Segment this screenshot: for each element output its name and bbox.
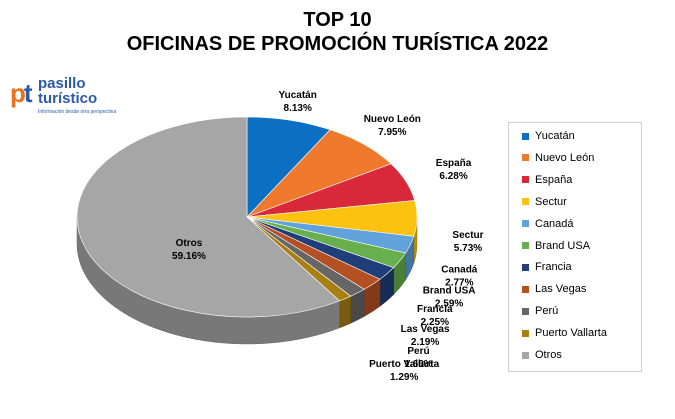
legend-item-yucat-n: Yucatán [522, 128, 575, 144]
pie-slices [76, 116, 418, 318]
legend-swatch [522, 242, 529, 249]
legend-item-canad-: Canadá [522, 216, 574, 232]
legend-item-espa-a: España [522, 172, 572, 188]
legend-label: España [535, 173, 573, 186]
chart-legend: Yucatán Nuevo León España Sectur Canadá Brand… [508, 122, 642, 372]
data-label-name-otros: Otros [176, 238, 203, 249]
pasillo-turistico-logo: pt pasillo turístico Información desde o… [10, 76, 130, 126]
legend-label: Brand USA [535, 239, 591, 252]
legend-item-sectur: Sectur [522, 194, 567, 210]
legend-swatch [522, 132, 529, 140]
data-label-name-francia: Francia [417, 304, 453, 315]
logo-mark: pt [10, 78, 32, 108]
data-label-name-espa-a: España [436, 158, 472, 169]
data-label-name-brand-usa: Brand USA [423, 286, 476, 297]
data-label-value-sectur: 5.73% [454, 243, 482, 254]
legend-label: Nuevo León [535, 151, 595, 164]
legend-swatch [522, 351, 529, 359]
data-label-name-puerto-vallarta: Puerto Vallarta [369, 359, 439, 370]
data-labels: Yucatán 8.13% Nuevo León 7.95% España 6.28% Se… [172, 90, 484, 383]
legend-swatch [522, 329, 529, 337]
legend-swatch [522, 285, 529, 293]
data-label-value-otros: 59.16% [172, 251, 206, 262]
legend-swatch [522, 220, 529, 228]
pie-side-puerto-vallarta [339, 295, 352, 329]
legend-label: Las Vegas [535, 283, 587, 296]
data-label-name-per-: Perú [407, 346, 429, 357]
title-line-2: OFICINAS DE PROMOCIÓN TURÍSTICA 2022 [126, 33, 549, 55]
legend-swatch [522, 263, 529, 271]
data-label-value-las-vegas: 2.19% [411, 337, 439, 348]
data-label-value-per-: 1.66% [404, 359, 432, 370]
data-label-name-canad-: Canadá [441, 264, 478, 275]
data-label-value-canad-: 2.77% [445, 277, 473, 288]
chart-title: TOP 10 OFICINAS DE PROMOCIÓN TURÍSTICA 2… [0, 8, 675, 56]
legend-item-otros: Otros [522, 347, 562, 363]
legend-item-nuevo-le-n: Nuevo León [522, 150, 594, 166]
legend-label: Francia [535, 261, 572, 274]
logo-tagline: Información desde otra perspectiva [38, 109, 117, 115]
legend-item-brand-usa: Brand USA [522, 238, 590, 254]
legend-item-francia: Francia [522, 259, 572, 275]
legend-label: Yucatán [535, 130, 575, 142]
legend-item-puerto-vallarta: Puerto Vallarta [522, 325, 607, 341]
legend-label: Otros [535, 349, 562, 361]
legend-label: Canadá [535, 217, 574, 230]
data-label-name-las-vegas: Las Vegas [401, 324, 450, 335]
data-label-value-nuevo-le-n: 7.95% [378, 127, 406, 138]
legend-label: Sectur [535, 195, 567, 208]
data-label-name-sectur: Sectur [452, 230, 483, 241]
data-label-value-espa-a: 6.28% [439, 171, 467, 182]
data-label-value-puerto-vallarta: 1.29% [390, 372, 418, 383]
legend-swatch [522, 198, 529, 206]
data-label-name-nuevo-le-n: Nuevo León [364, 114, 421, 125]
data-label-value-yucat-n: 8.13% [284, 103, 312, 114]
data-label-name-yucat-n: Yucatán [279, 90, 317, 101]
pie-slice-otros [76, 116, 341, 318]
title-line-1: TOP 10 [303, 9, 372, 31]
data-label-value-francia: 2.25% [421, 317, 449, 328]
legend-item-per-: Perú [522, 303, 558, 319]
legend-item-las-vegas: Las Vegas [522, 281, 586, 297]
data-label-value-brand-usa: 2.59% [435, 299, 463, 310]
legend-swatch [522, 307, 529, 315]
legend-label: Puerto Vallarta [535, 327, 607, 340]
legend-label: Perú [535, 305, 559, 318]
legend-swatch [522, 154, 529, 162]
logo-name: pasillo turístico [38, 75, 98, 107]
legend-swatch [522, 176, 529, 184]
